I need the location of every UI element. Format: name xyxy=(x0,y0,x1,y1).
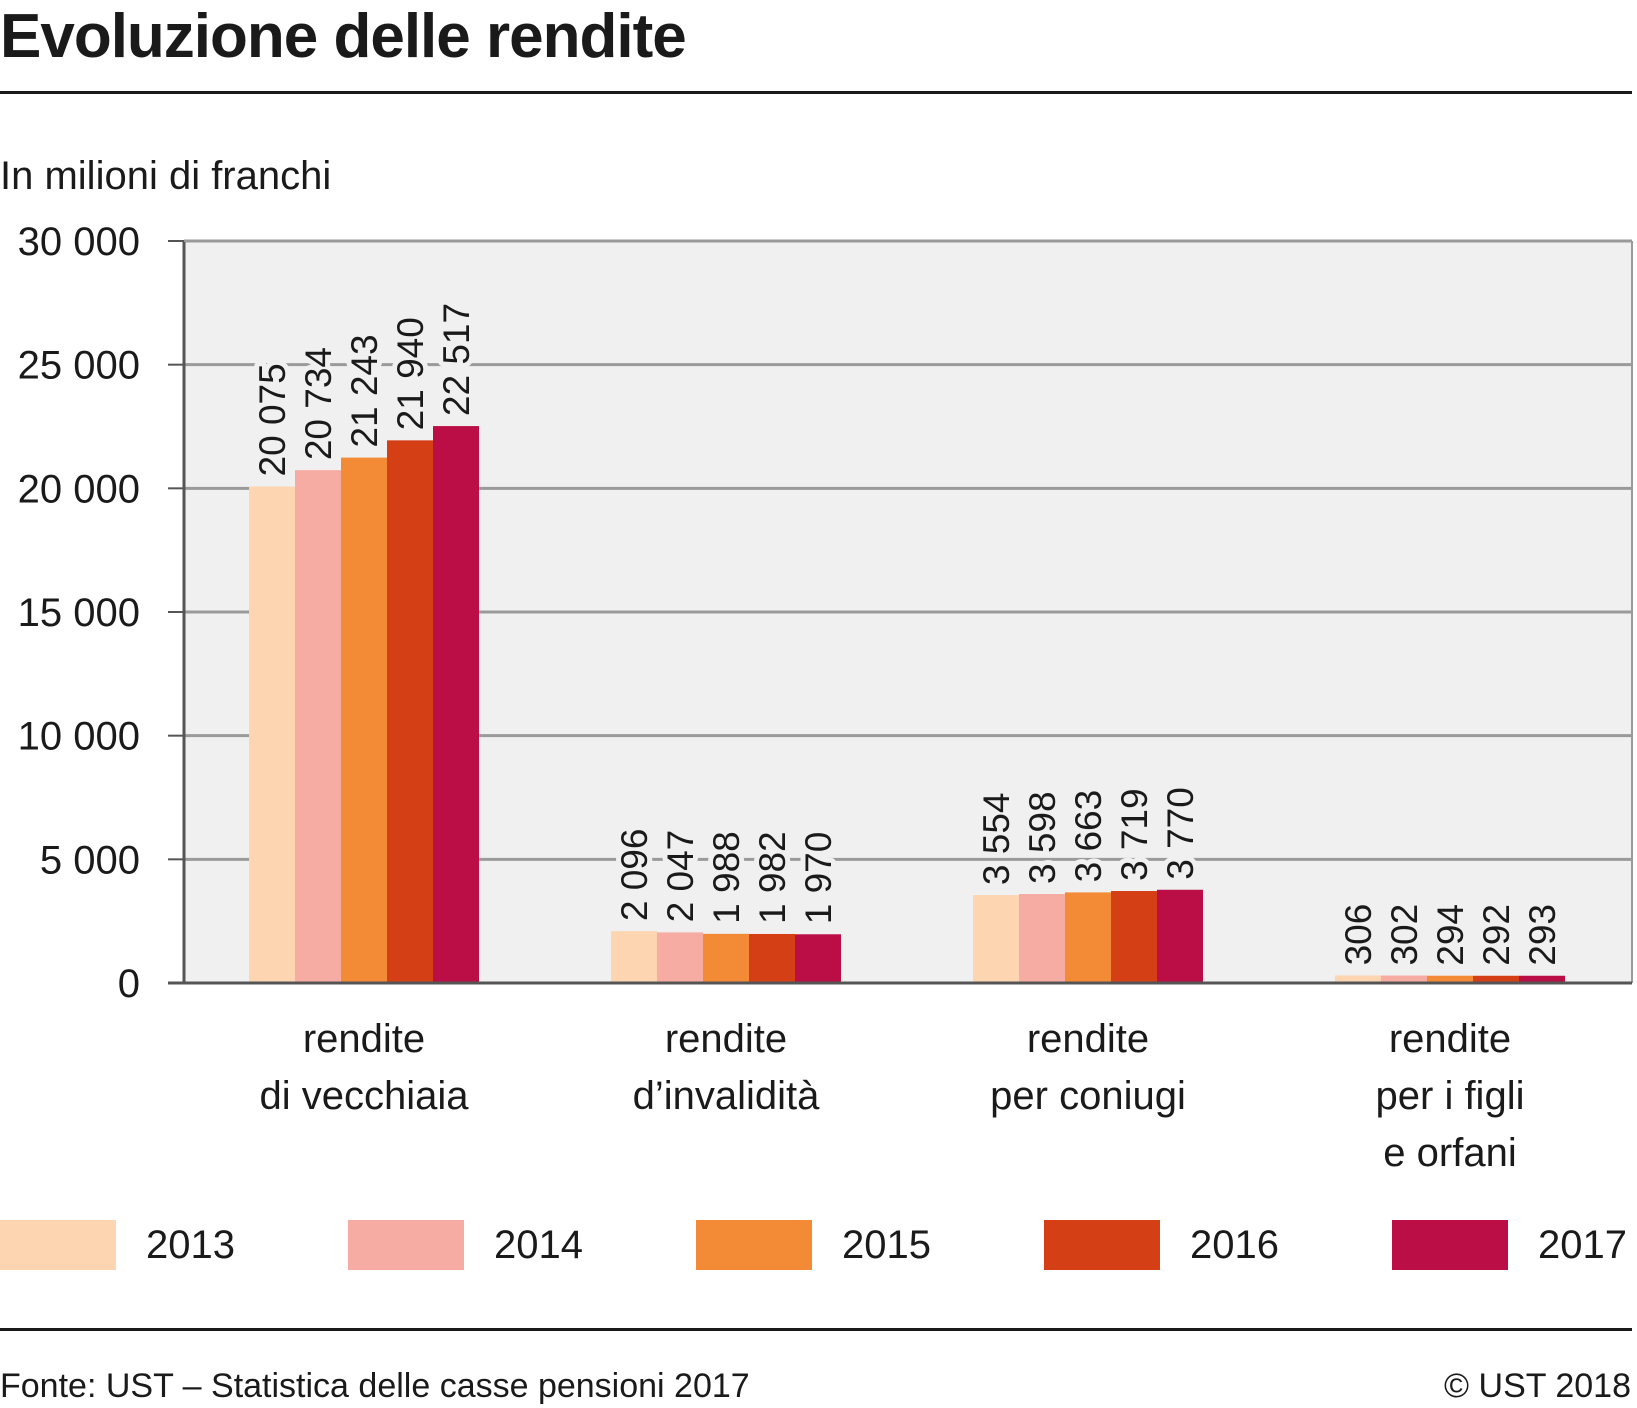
category-label-3-line2: e orfani xyxy=(1383,1131,1516,1175)
data-label-2014-cat2: 3 598 xyxy=(1022,791,1063,884)
category-label-0-line0: rendite xyxy=(303,1017,425,1061)
bar-2014-cat0 xyxy=(295,470,341,983)
legend-swatch-2015 xyxy=(696,1220,812,1270)
bar-2013-cat3 xyxy=(1335,975,1381,983)
legend-label-2017: 2017 xyxy=(1538,1223,1627,1267)
y-tick-label-5000: 5 000 xyxy=(40,838,140,882)
bar-2013-cat2 xyxy=(973,895,1019,983)
legend-label-2013: 2013 xyxy=(146,1223,235,1267)
legend-label-2014: 2014 xyxy=(494,1223,583,1267)
bar-2017-cat3 xyxy=(1519,975,1565,983)
legend-swatch-2016 xyxy=(1044,1220,1160,1270)
category-label-0-line1: di vecchiaia xyxy=(259,1074,469,1118)
data-label-2015-cat2: 3 663 xyxy=(1068,790,1109,883)
y-tick-label-30000: 30 000 xyxy=(18,220,140,264)
bar-2014-cat1 xyxy=(657,932,703,983)
legend-swatch-2017 xyxy=(1392,1220,1508,1270)
data-label-2016-cat1: 1 982 xyxy=(752,831,793,924)
bar-2014-cat2 xyxy=(1019,894,1065,983)
data-label-2017-cat0: 22 517 xyxy=(436,303,477,416)
data-label-2016-cat3: 292 xyxy=(1476,904,1517,966)
bar-chart: 0 5 000 10 000 15 000 20 000 25 000 30 000 20 0… xyxy=(18,220,1633,1175)
data-label-2013-cat1: 2 096 xyxy=(614,829,655,922)
bar-2014-cat3 xyxy=(1381,975,1427,983)
category-label-2-line1: per coniugi xyxy=(990,1074,1186,1118)
category-label-1-line1: d’invalidità xyxy=(633,1074,821,1118)
data-label-2015-cat0: 21 243 xyxy=(344,334,385,447)
source-note: Fonte: UST – Statistica delle casse pens… xyxy=(0,1367,750,1405)
bar-2015-cat3 xyxy=(1427,975,1473,983)
category-label-3-line0: rendite xyxy=(1389,1017,1511,1061)
bar-2015-cat1 xyxy=(703,933,749,983)
data-label-2013-cat2: 3 554 xyxy=(976,793,1017,886)
data-label-2014-cat3: 302 xyxy=(1384,904,1425,966)
data-label-2016-cat0: 21 940 xyxy=(390,317,431,430)
data-label-2016-cat2: 3 719 xyxy=(1114,788,1155,881)
chart-title: Evoluzione delle rendite xyxy=(0,2,687,71)
y-tick-label-0: 0 xyxy=(118,962,140,1006)
data-label-2014-cat1: 2 047 xyxy=(660,830,701,923)
bar-2015-cat2 xyxy=(1065,892,1111,983)
bar-2015-cat0 xyxy=(341,457,387,983)
bar-2013-cat1 xyxy=(611,931,657,983)
data-label-2014-cat0: 20 734 xyxy=(298,347,339,460)
bar-2016-cat0 xyxy=(387,440,433,983)
bar-2017-cat1 xyxy=(795,934,841,983)
data-label-2017-cat3: 293 xyxy=(1522,904,1563,966)
bar-2016-cat1 xyxy=(749,933,795,983)
y-tick-label-15000: 15 000 xyxy=(18,591,140,635)
data-label-2013-cat0: 20 075 xyxy=(252,363,293,476)
category-label-1-line0: rendite xyxy=(665,1017,787,1061)
legend: 2013 2014 2015 2016 2017 xyxy=(0,1218,1637,1272)
legend-swatch-2013 xyxy=(0,1220,116,1270)
copyright-note: © UST 2018 xyxy=(1444,1367,1631,1405)
data-label-2013-cat3: 306 xyxy=(1338,904,1379,966)
category-label-3-line1: per i figli xyxy=(1376,1074,1525,1118)
bar-2013-cat0 xyxy=(249,486,295,983)
bar-2016-cat2 xyxy=(1111,891,1157,983)
legend-label-2016: 2016 xyxy=(1190,1223,1279,1267)
bar-2017-cat0 xyxy=(433,426,479,983)
y-tick-label-20000: 20 000 xyxy=(18,467,140,511)
y-tick-label-25000: 25 000 xyxy=(18,344,140,388)
data-label-2015-cat3: 294 xyxy=(1430,904,1471,966)
bar-2017-cat2 xyxy=(1157,889,1203,983)
data-label-2017-cat1: 1 970 xyxy=(798,832,839,925)
y-tick-label-10000: 10 000 xyxy=(18,715,140,759)
data-label-2017-cat2: 3 770 xyxy=(1160,787,1201,880)
unit-label: In milioni di franchi xyxy=(0,154,332,198)
legend-swatch-2014 xyxy=(348,1220,464,1270)
category-label-2-line0: rendite xyxy=(1027,1017,1149,1061)
bottom-divider xyxy=(0,1328,1632,1331)
top-divider xyxy=(0,91,1632,94)
legend-label-2015: 2015 xyxy=(842,1223,931,1267)
data-label-2015-cat1: 1 988 xyxy=(706,831,747,924)
bar-2016-cat3 xyxy=(1473,975,1519,983)
